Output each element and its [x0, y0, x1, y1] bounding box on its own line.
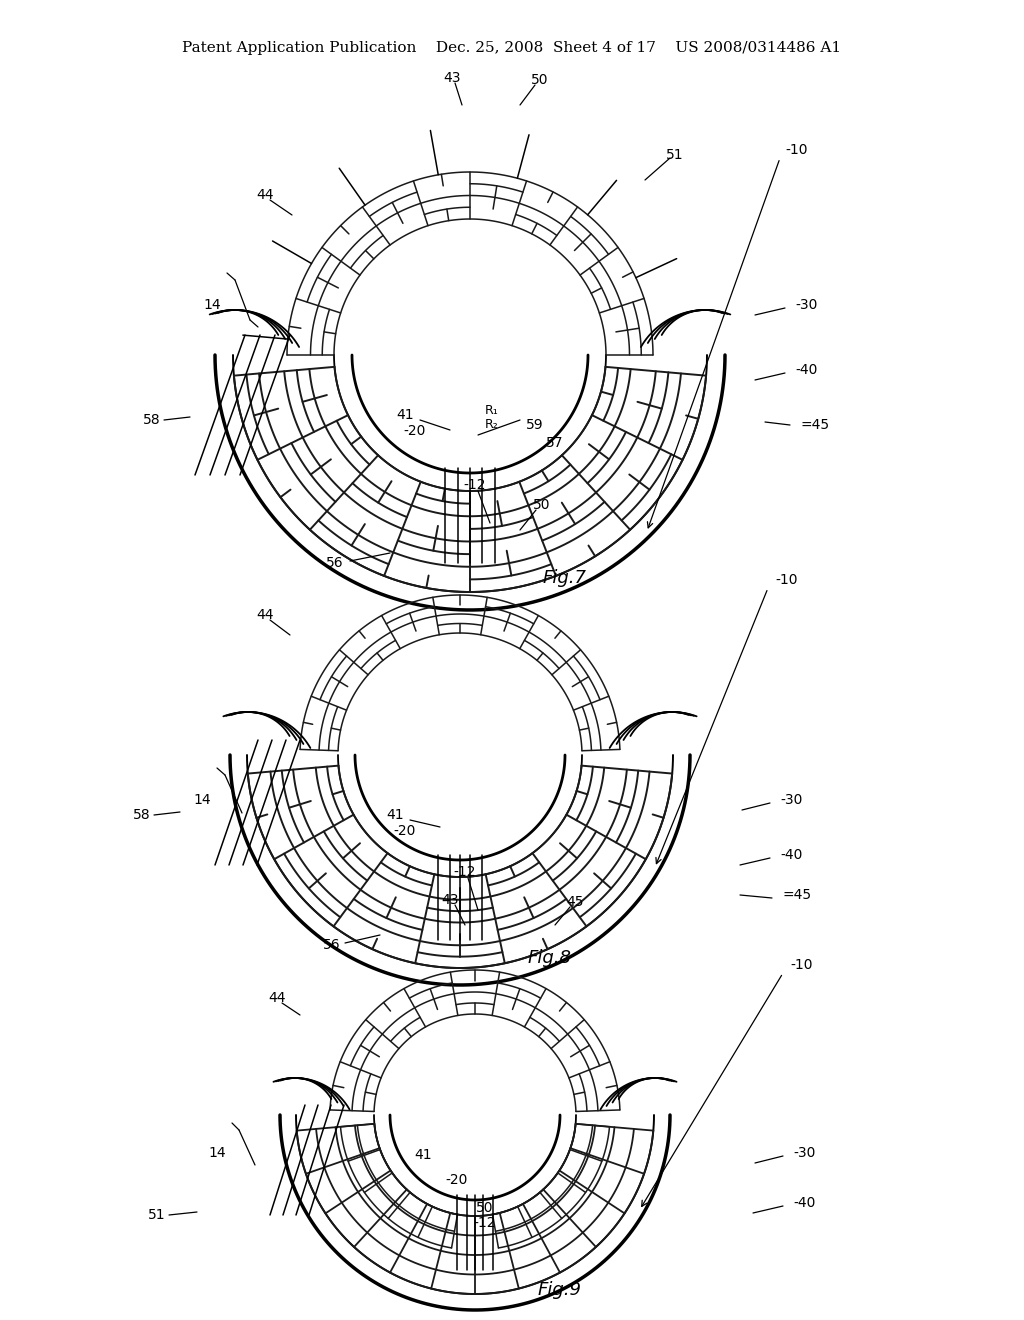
Text: -40: -40 — [780, 847, 803, 862]
Text: Patent Application Publication    Dec. 25, 2008  Sheet 4 of 17    US 2008/031448: Patent Application Publication Dec. 25, … — [182, 41, 842, 55]
Text: 14: 14 — [194, 793, 211, 807]
Text: -40: -40 — [795, 363, 817, 378]
Text: -30: -30 — [780, 793, 803, 807]
Text: Fig.7: Fig.7 — [543, 569, 587, 587]
Text: 41: 41 — [414, 1148, 432, 1162]
Text: -10: -10 — [775, 573, 798, 587]
Text: Fig.8: Fig.8 — [528, 949, 572, 968]
Text: 43: 43 — [443, 71, 461, 84]
Text: -30: -30 — [793, 1146, 815, 1160]
Text: -12: -12 — [454, 865, 476, 879]
Text: 51: 51 — [667, 148, 684, 162]
Text: 51: 51 — [148, 1208, 166, 1222]
Text: -40: -40 — [793, 1196, 815, 1210]
Text: 56: 56 — [324, 939, 341, 952]
Text: 14: 14 — [208, 1146, 226, 1160]
Text: -12: -12 — [474, 1216, 497, 1230]
Text: 44: 44 — [256, 609, 273, 622]
Text: 59: 59 — [526, 418, 544, 432]
Text: 58: 58 — [133, 808, 151, 822]
Text: 57: 57 — [546, 436, 564, 450]
Text: =45: =45 — [800, 418, 829, 432]
Text: =45: =45 — [782, 888, 811, 902]
Text: 43: 43 — [441, 894, 459, 907]
Text: 50: 50 — [476, 1201, 494, 1214]
Text: 58: 58 — [143, 413, 161, 426]
Text: -12: -12 — [464, 478, 486, 492]
Text: 45: 45 — [566, 895, 584, 909]
Text: 50: 50 — [534, 498, 551, 512]
Text: 14: 14 — [203, 298, 221, 312]
Text: 50: 50 — [531, 73, 549, 87]
Text: 44: 44 — [256, 187, 273, 202]
Text: 44: 44 — [268, 991, 286, 1005]
Text: 56: 56 — [327, 556, 344, 570]
Text: 41: 41 — [396, 408, 414, 422]
Text: -20: -20 — [403, 424, 426, 438]
Text: R₂: R₂ — [485, 418, 499, 432]
Text: 41: 41 — [386, 808, 403, 822]
Text: Fig.9: Fig.9 — [538, 1280, 582, 1299]
Text: -30: -30 — [795, 298, 817, 312]
Text: -10: -10 — [785, 143, 808, 157]
Text: R₁: R₁ — [485, 404, 499, 417]
Text: -20: -20 — [394, 824, 416, 838]
Text: -20: -20 — [445, 1173, 468, 1187]
Text: -10: -10 — [790, 958, 812, 972]
